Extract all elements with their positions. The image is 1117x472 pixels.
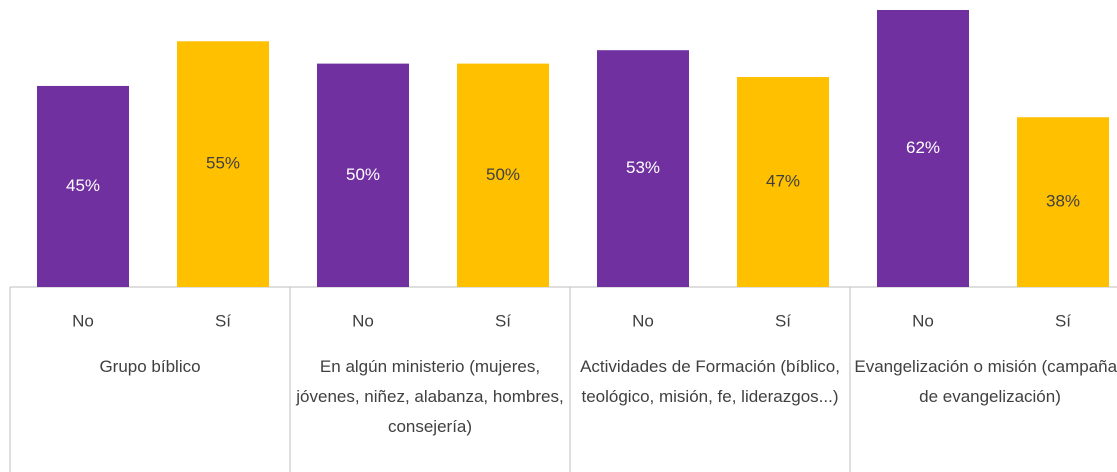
- bar: [597, 50, 689, 287]
- bar: [457, 63, 549, 288]
- x-tick-label: No: [632, 311, 654, 330]
- bar: [737, 77, 829, 287]
- category-label: Evangelización o misión (campañas de eva…: [854, 357, 1117, 406]
- x-tick-label: Sí: [495, 311, 511, 330]
- category-label: Actividades de Formación (bíblico, teoló…: [580, 357, 840, 406]
- value-label: 50%: [346, 165, 380, 184]
- x-tick-label: No: [72, 311, 94, 330]
- value-label: 55%: [206, 154, 240, 173]
- value-label: 45%: [66, 176, 100, 195]
- value-label: 38%: [1046, 192, 1080, 211]
- value-label: 50%: [486, 165, 520, 184]
- x-tick-label: No: [912, 311, 934, 330]
- value-label: 62%: [906, 138, 940, 157]
- x-tick-label: Sí: [215, 311, 231, 330]
- bar: [1017, 117, 1109, 288]
- bar: [877, 10, 969, 287]
- value-label: 53%: [626, 158, 660, 177]
- x-tick-label: Sí: [1055, 311, 1071, 330]
- x-tick-label: No: [352, 311, 374, 330]
- bar: [177, 41, 269, 287]
- category-label: En algún ministerio (mujeres, jóvenes, n…: [296, 357, 564, 436]
- value-label: 47%: [766, 171, 800, 190]
- category-label: Grupo bíblico: [99, 357, 201, 376]
- bar: [37, 85, 129, 287]
- bar: [317, 63, 409, 288]
- x-tick-label: Sí: [775, 311, 791, 330]
